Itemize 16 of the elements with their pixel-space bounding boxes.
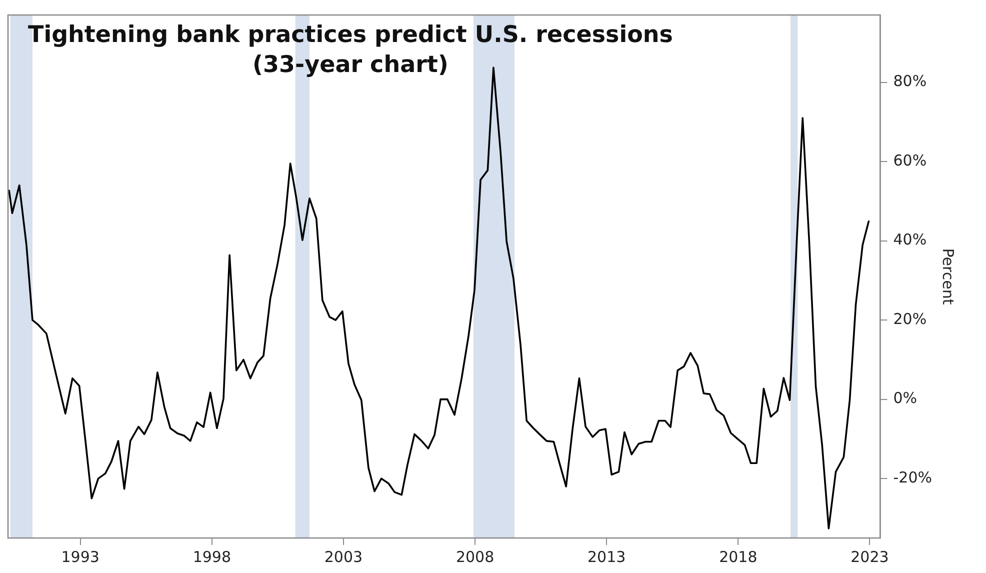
y-tick-label: 60% bbox=[893, 151, 927, 170]
x-tick-label: 2018 bbox=[719, 548, 758, 566]
y-axis-title: Percent bbox=[939, 248, 958, 305]
text: (33-year chart) bbox=[252, 51, 450, 80]
y-tick-label: 20% bbox=[893, 310, 927, 328]
x-tick-label: 2023 bbox=[850, 548, 889, 566]
x-tick-label: 1998 bbox=[192, 548, 232, 566]
y-tick-label: 40% bbox=[893, 230, 927, 249]
x-tick-label: 2008 bbox=[456, 548, 494, 566]
x-tick-label: 2003 bbox=[324, 548, 363, 566]
y-tick-label: -20% bbox=[893, 468, 932, 486]
x-tick-label: 1993 bbox=[61, 548, 100, 566]
y-tick-label: 0% bbox=[893, 389, 918, 408]
x-tick-label: 2013 bbox=[588, 548, 626, 566]
chart-title: Tightening bank practices predict U.S. recessions bbox=[28, 21, 673, 50]
y-tick-label: 80% bbox=[893, 72, 927, 90]
